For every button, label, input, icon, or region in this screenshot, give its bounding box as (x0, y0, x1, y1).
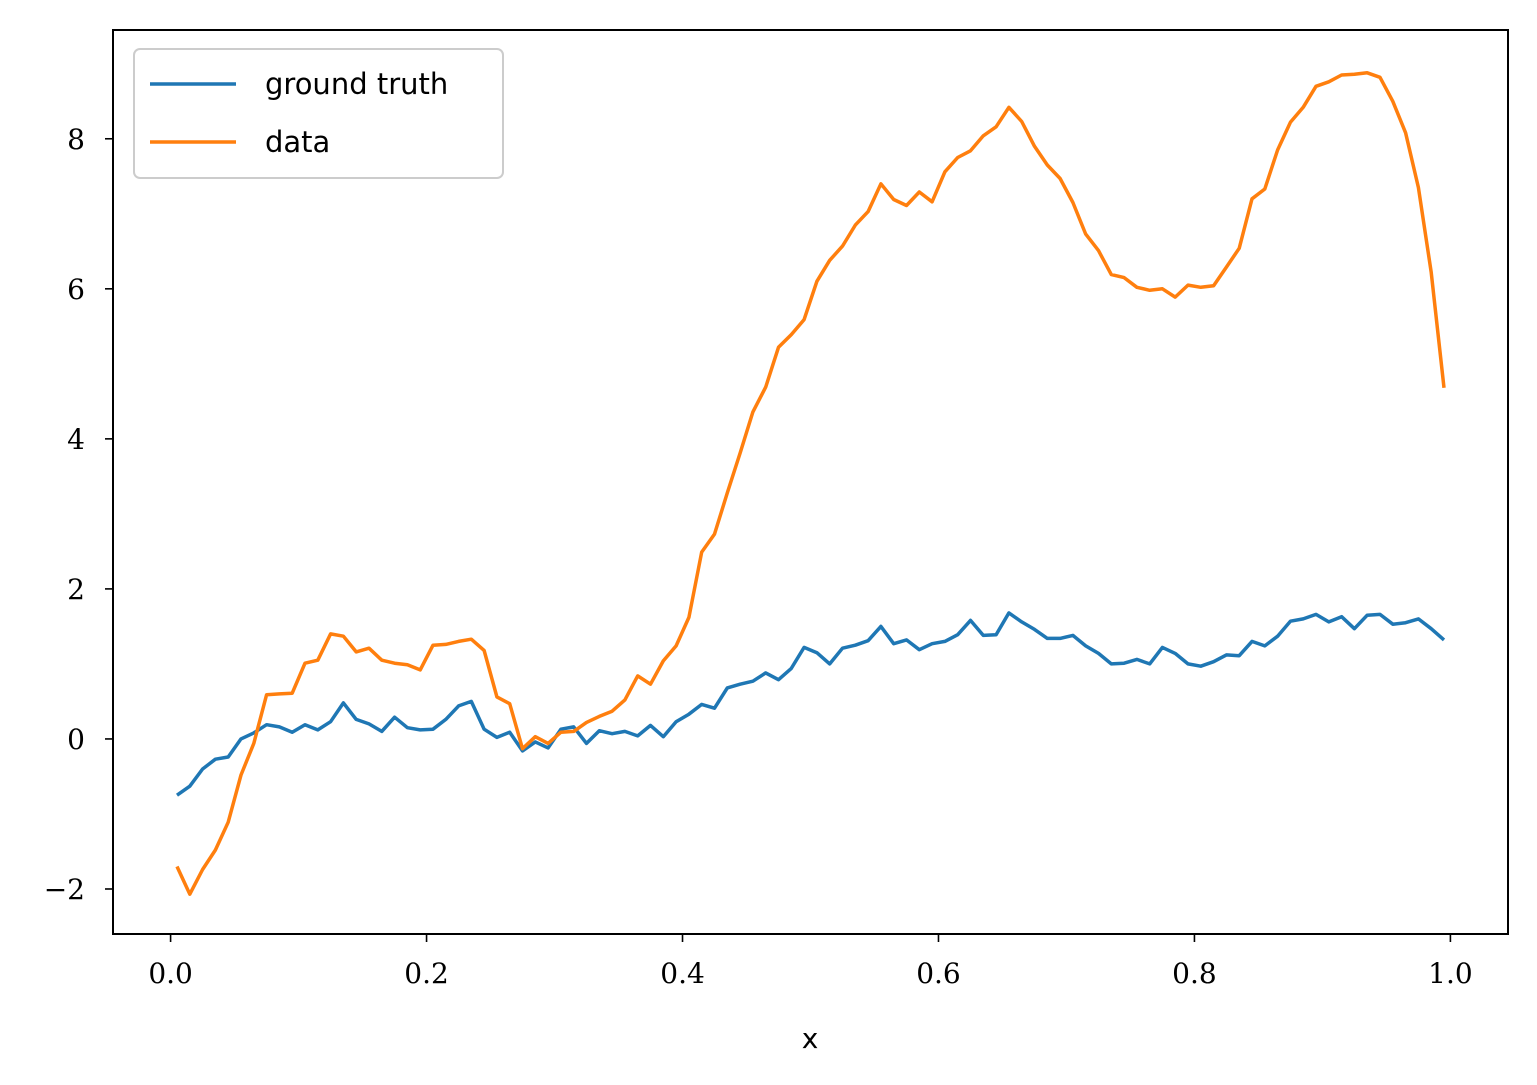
x-axis: 0.0 0.2 0.4 0.6 0.8 1.0 (148, 934, 1473, 990)
legend-label-data: data (265, 125, 330, 159)
series-layer (175, 71, 1446, 896)
y-tick-label: 8 (67, 123, 85, 156)
x-tick-label: 0.2 (404, 957, 449, 990)
plot-background (113, 30, 1508, 934)
y-tick-label: −2 (44, 873, 85, 906)
y-tick-label: 4 (67, 423, 85, 456)
legend: ground truth data (133, 48, 504, 179)
legend-label-ground-truth: ground truth (265, 67, 448, 101)
x-tick-label: 0.6 (916, 957, 961, 990)
x-tick-label: 0.0 (148, 957, 193, 990)
x-axis-label: x (802, 1022, 819, 1055)
y-tick-label: 6 (67, 273, 85, 306)
series-line-ground-truth (175, 611, 1446, 797)
plot-frame (112, 29, 1509, 935)
x-tick-label: 0.8 (1172, 957, 1217, 990)
legend-box (133, 48, 504, 179)
x-tick-label: 0.4 (660, 957, 705, 990)
y-tick-label: 2 (67, 573, 85, 606)
y-tick-label: 0 (67, 723, 85, 756)
y-axis: −2 0 2 4 6 8 (44, 123, 113, 906)
series-line-data (175, 71, 1446, 896)
x-tick-label: 1.0 (1428, 957, 1473, 990)
